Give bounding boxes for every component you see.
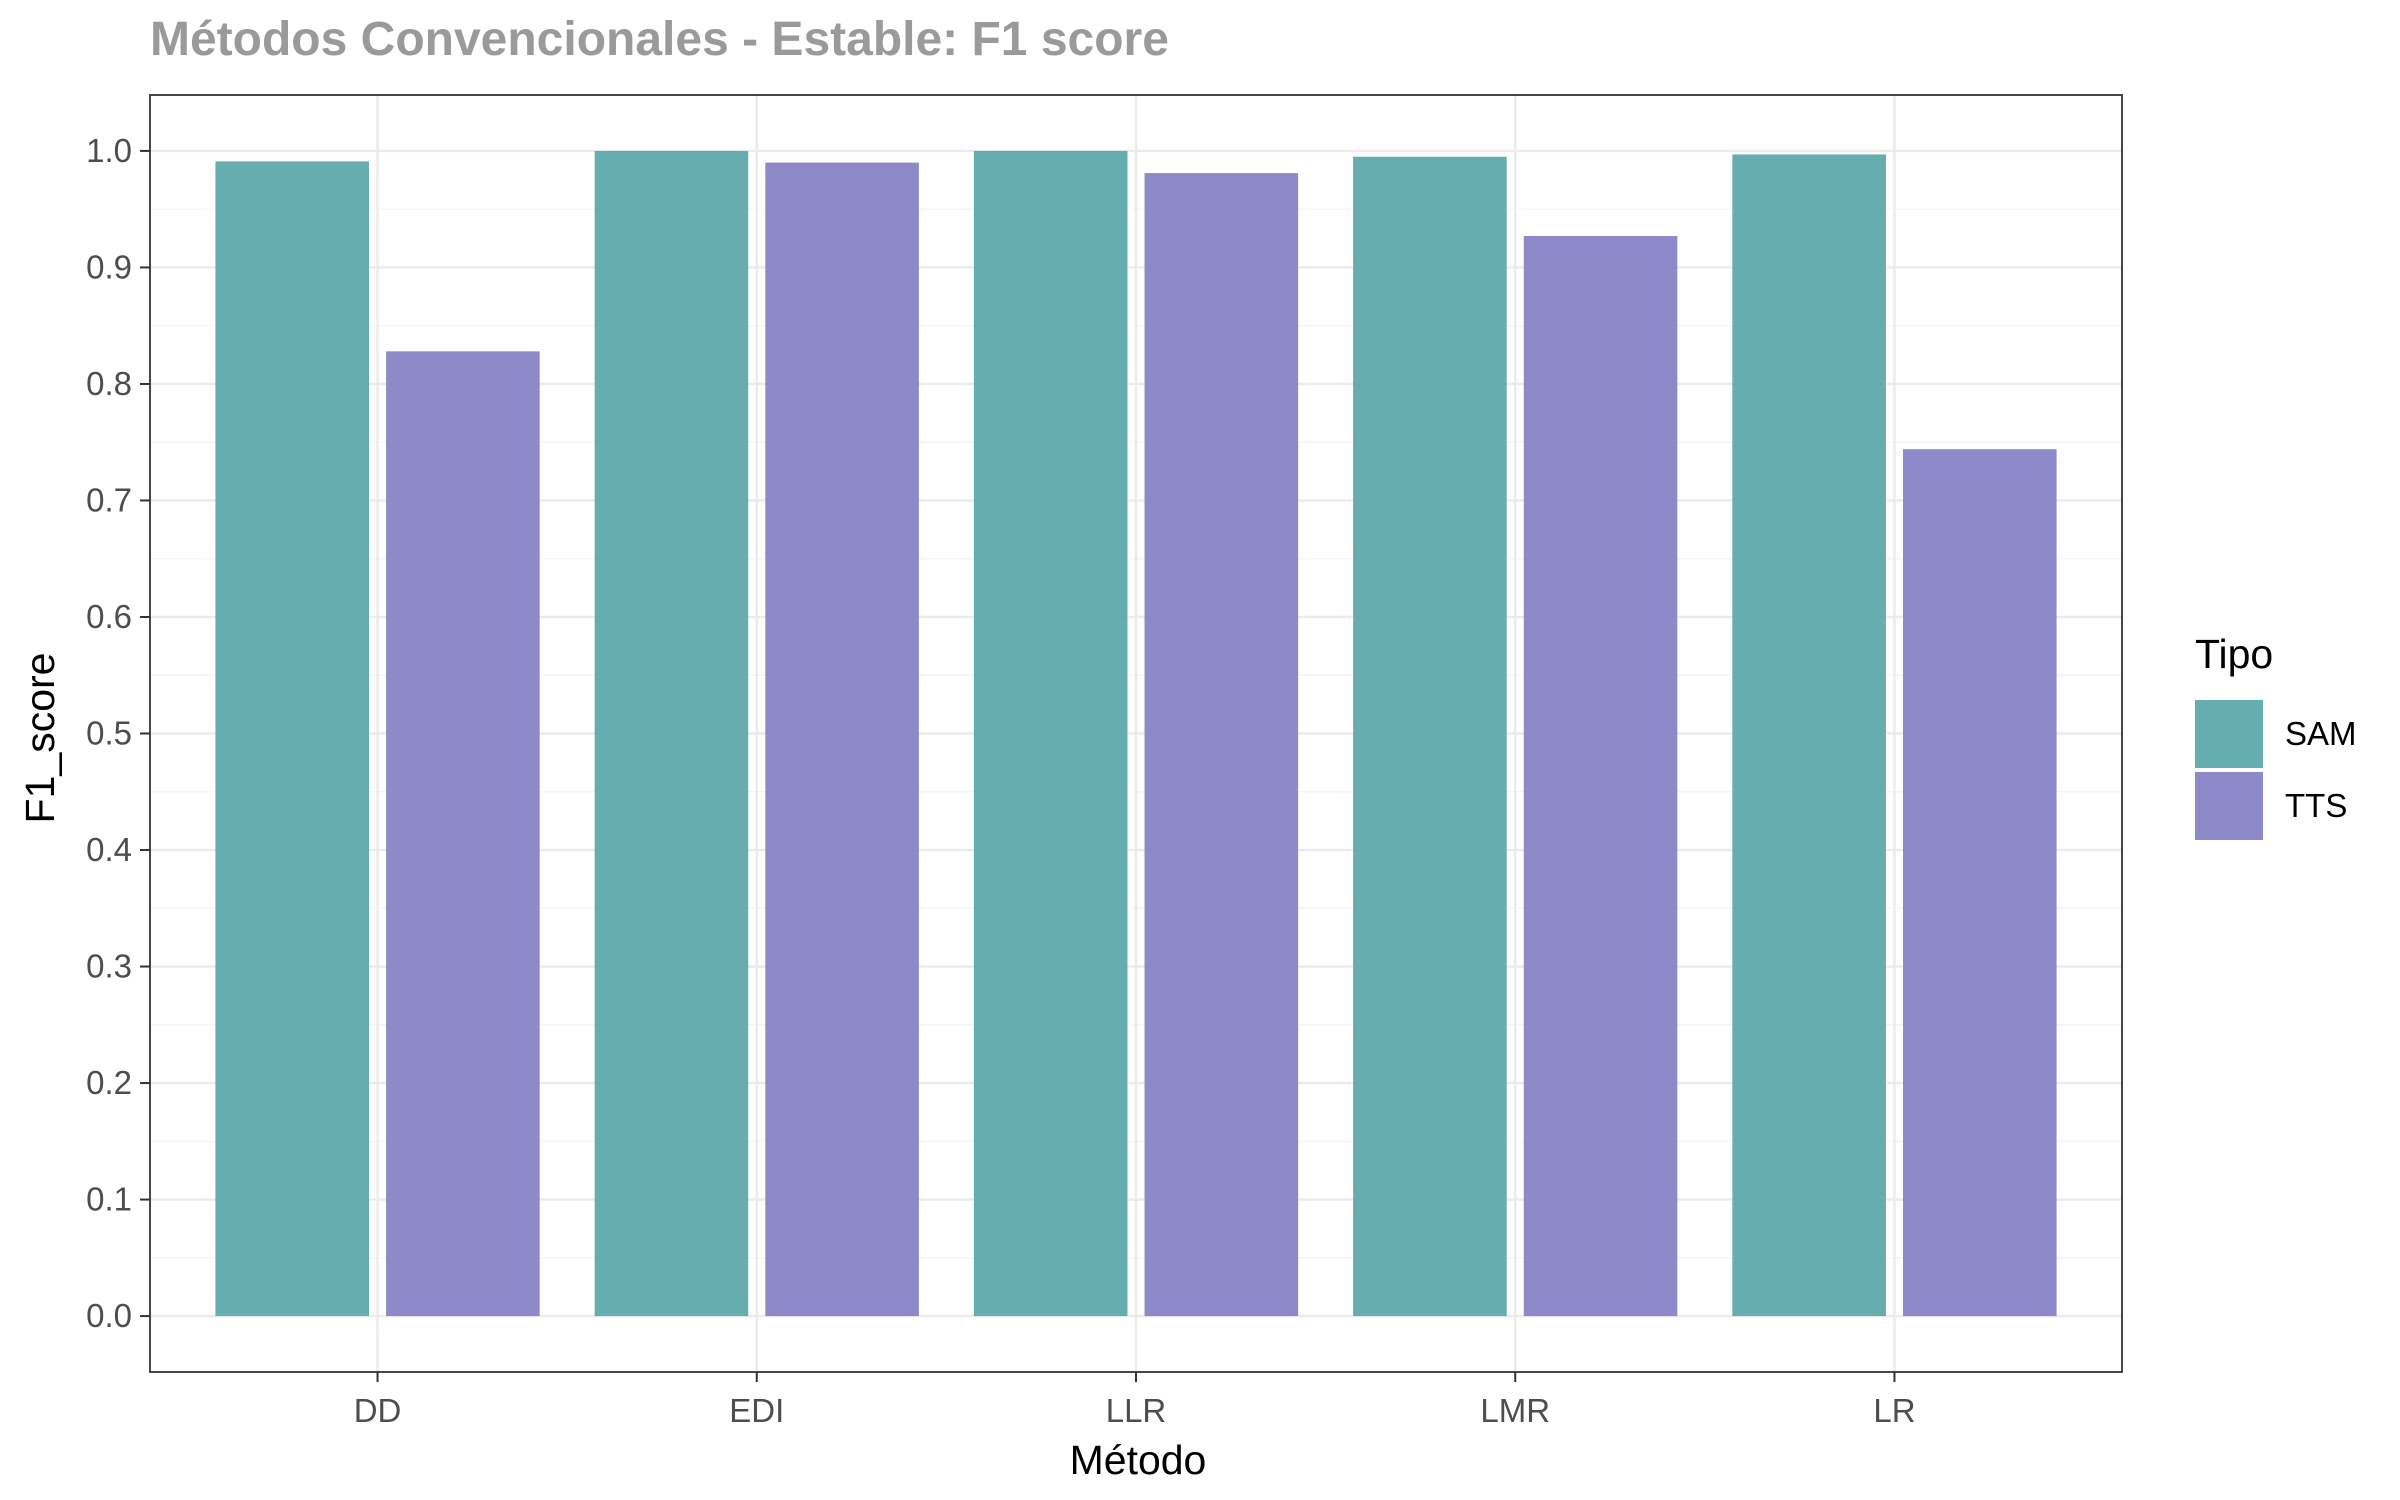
bar-tts-llr	[1144, 173, 1299, 1317]
x-axis: DD EDI LLR LMR LR	[354, 1372, 1916, 1429]
bar-tts-lmr	[1523, 235, 1678, 1317]
legend-label-sam: SAM	[2285, 715, 2357, 752]
legend-key-tts	[2195, 772, 2263, 840]
x-tick-label: LLR	[1106, 1392, 1167, 1429]
legend-key-sam	[2195, 700, 2263, 768]
y-tick-label: 0.1	[86, 1181, 132, 1218]
y-tick-label: 1.0	[86, 132, 132, 169]
x-tick-label: LMR	[1480, 1392, 1550, 1429]
x-axis-title: Método	[1070, 1437, 1207, 1483]
y-tick-label: 0.0	[86, 1297, 132, 1334]
bar-sam-llr	[973, 150, 1128, 1317]
y-tick-label: 0.8	[86, 365, 132, 402]
y-tick-label: 0.9	[86, 248, 132, 285]
y-tick-label: 0.2	[86, 1064, 132, 1101]
x-tick-label: DD	[354, 1392, 402, 1429]
y-axis: 0.0 0.1 0.2 0.3 0.4 0.5 0.6 0.7 0.8 0.9 1.0	[86, 132, 150, 1334]
legend-label-tts: TTS	[2285, 787, 2347, 824]
bars	[149, 94, 2123, 1373]
y-axis-title: F1_score	[17, 653, 63, 824]
y-tick-label: 0.3	[86, 948, 132, 985]
x-tick-label: EDI	[729, 1392, 784, 1429]
legend: Tipo SAM TTS	[2195, 631, 2357, 840]
y-tick-label: 0.5	[86, 715, 132, 752]
chart-title: Métodos Convencionales - Estable: F1 sco…	[150, 13, 1169, 66]
bar-tts-dd	[386, 351, 540, 1317]
y-tick-label: 0.7	[86, 481, 132, 518]
bar-sam-edi	[594, 150, 749, 1317]
bar-sam-lr	[1732, 154, 1886, 1317]
bar-tts-edi	[765, 162, 919, 1317]
y-tick-label: 0.4	[86, 831, 132, 868]
bar-tts-lr	[1902, 449, 2057, 1317]
bar-sam-lmr	[1353, 156, 1507, 1317]
legend-title: Tipo	[2195, 631, 2273, 677]
x-tick-label: LR	[1873, 1392, 1915, 1429]
bar-sam-dd	[215, 161, 370, 1317]
y-tick-label: 0.6	[86, 598, 132, 635]
